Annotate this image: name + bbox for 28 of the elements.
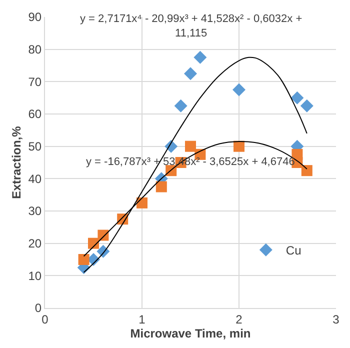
point	[174, 99, 188, 112]
x-tick-label: 3	[332, 312, 340, 326]
point	[194, 50, 207, 64]
y-axis-title: Extraction,%	[10, 126, 24, 199]
x-tick-label: 2	[236, 312, 243, 326]
point	[185, 140, 196, 152]
y-tick-label: 40	[28, 172, 42, 186]
x-axis-title: Microwave Time, min	[130, 326, 251, 340]
x-tick-label: 1	[138, 312, 146, 326]
point	[300, 99, 314, 112]
y-tick-label: 20	[28, 236, 42, 251]
y-tick-label: 80	[28, 42, 42, 57]
point	[78, 254, 90, 265]
y-tick-label: 10	[28, 268, 42, 283]
point	[290, 91, 304, 104]
legend-label: Cu	[286, 244, 302, 258]
y-tick-label: 50	[28, 140, 42, 154]
point	[184, 67, 197, 80]
point	[156, 181, 167, 192]
point	[301, 165, 312, 176]
y-tick-label: 60	[28, 107, 42, 122]
y-tick-label: 70	[28, 74, 42, 89]
y-tick-label: 0	[34, 301, 42, 316]
point	[232, 83, 246, 96]
point	[234, 140, 244, 152]
y-tick-label: 30	[28, 204, 42, 218]
y-tick-label: 90	[28, 10, 42, 24]
annotation: y = 2,7171x⁴ - 20,99x³ + 41,528x² - 0,6032x + 11,115	[80, 13, 302, 40]
